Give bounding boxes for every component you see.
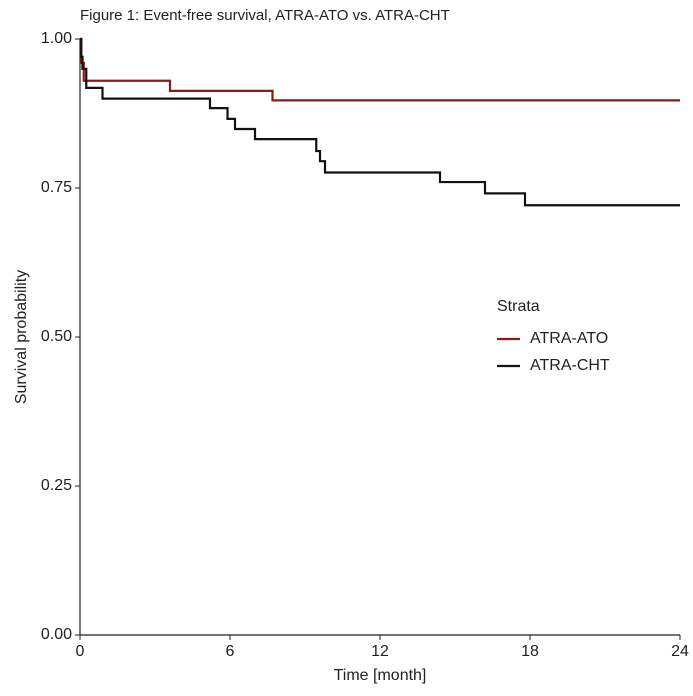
x-tick-label: 24	[671, 643, 689, 660]
legend-label: ATRA-ATO	[530, 330, 608, 347]
x-tick-label: 18	[521, 643, 539, 660]
y-axis-label: Survival probability	[13, 270, 30, 404]
legend-title: Strata	[497, 298, 540, 315]
survival-curve	[80, 37, 680, 207]
y-tick-label: 0.00	[41, 626, 72, 643]
survival-curve	[80, 37, 680, 102]
legend-label: ATRA-CHT	[530, 357, 610, 374]
x-axis-label: Time [month]	[334, 667, 427, 684]
y-tick-label: 0.25	[41, 477, 72, 494]
chart-title: Figure 1: Event-free survival, ATRA-ATO …	[80, 7, 450, 24]
x-tick-label: 6	[226, 643, 235, 660]
x-tick-label: 0	[76, 643, 85, 660]
y-tick-label: 0.75	[41, 179, 72, 196]
x-tick-label: 12	[371, 643, 389, 660]
y-tick-label: 0.50	[41, 328, 72, 345]
y-tick-label: 1.00	[41, 30, 72, 47]
